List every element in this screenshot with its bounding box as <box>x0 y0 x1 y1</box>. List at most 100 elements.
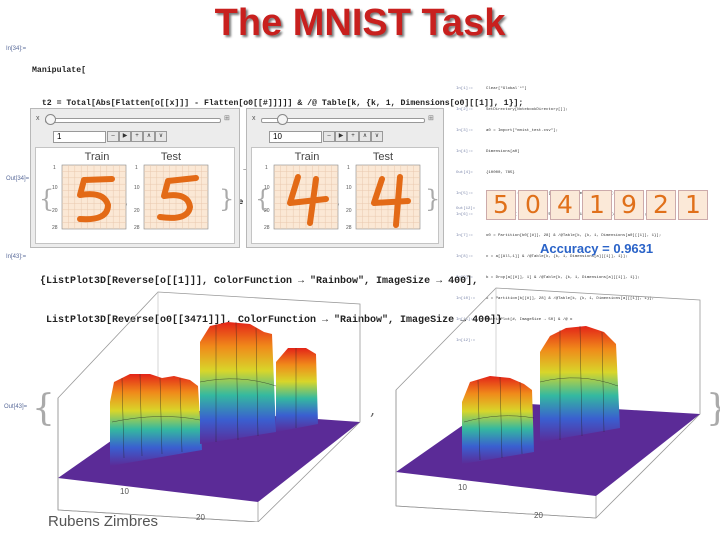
digit-tile: 5 <box>486 190 516 220</box>
cell-label: In[4]:= <box>456 150 473 154</box>
slower-button[interactable]: ∨ <box>155 131 167 142</box>
x-slider-thumb[interactable] <box>45 114 56 125</box>
list-brace-open: { <box>32 388 55 429</box>
x-slider[interactable] <box>261 118 425 123</box>
manipulate-panel-1: x ⊞ 1 – ▶ + ∧ ∨ Train Test { , } 1 10 20… <box>30 108 240 248</box>
code-line: ListPlot3D[Reverse[o0[[3471]]], ColorFun… <box>40 315 503 326</box>
step-back-button[interactable]: – <box>107 131 119 142</box>
train-label: Train <box>84 151 110 163</box>
step-forward-button[interactable]: + <box>131 131 143 142</box>
step-forward-button[interactable]: + <box>347 131 359 142</box>
code-line: {ListPlot3D[Reverse[o[[1]]], ColorFuncti… <box>40 276 479 287</box>
matrix-plot-test-1: 1 10 20 28 <box>134 164 209 231</box>
code-line: Manipulate[ <box>32 66 87 75</box>
matrix-plot-test-2: 1 10 20 28 <box>346 164 421 231</box>
x-slider[interactable] <box>45 118 221 123</box>
digit-tile: 1 <box>582 190 612 220</box>
listplot3d-code[interactable]: {ListPlot3D[Reverse[o[[1]]], ColorFuncti… <box>40 249 540 340</box>
cell-label: In[11]:= <box>456 318 476 322</box>
faster-button[interactable]: ∧ <box>359 131 371 142</box>
list-brace-close: } <box>706 388 720 429</box>
digit-tile: 1 <box>678 190 708 220</box>
digit-glyph: 1 <box>685 190 701 219</box>
digit-glyph: 9 <box>621 190 637 219</box>
list-brace-close: } <box>425 185 441 213</box>
input-label-34: In[34]:= <box>6 46 27 52</box>
matrix-plot-train-2: 1 10 20 28 <box>264 164 339 231</box>
cell-label: In[10]:= <box>456 297 476 301</box>
code-line: o0 = Partition[b0[[#]], 28] & /@Table[k,… <box>486 234 662 238</box>
cell-label: Out[4]= <box>456 171 473 175</box>
faster-button[interactable]: ∧ <box>143 131 155 142</box>
matrix-tick-label: 28 <box>346 225 352 231</box>
digit-glyph: 4 <box>557 190 573 219</box>
play-button[interactable]: ▶ <box>335 131 347 142</box>
cell-label: In[2]:= <box>456 108 473 112</box>
slider-label: x <box>36 115 40 122</box>
train-label: Train <box>294 151 320 163</box>
matrix-tick-label: 1 <box>53 165 56 171</box>
matrix-plot-train-1: 1 10 20 28 <box>52 164 127 231</box>
x-slider-thumb[interactable] <box>277 114 288 125</box>
x-value-field[interactable]: 1 <box>53 131 106 143</box>
list-brace-open: { <box>255 185 271 213</box>
matrix-tick-label: 1 <box>135 165 138 171</box>
digit-tile: 2 <box>646 190 676 220</box>
matrix-tick-label: 10 <box>346 185 352 191</box>
matrix-tick-label: 10 <box>134 185 140 191</box>
code-line: a0 = Import["mnist_test.csv"]; <box>486 129 559 133</box>
x-value-field[interactable]: 10 <box>269 131 322 143</box>
digit-strip-label: Out[12]= <box>456 207 476 211</box>
cell-label: In[12]:= <box>456 339 476 343</box>
listplot3d-test[interactable]: 10 20 <box>390 282 706 522</box>
digit-tile: 9 <box>614 190 644 220</box>
input-label-43: In[43]:= <box>6 254 27 260</box>
slider-expand-icon[interactable]: ⊞ <box>428 115 434 122</box>
listplot3d-train[interactable]: 10 20 <box>50 282 370 522</box>
code-line: o = Partition[b[[#]], 28] & /@Table[k, {… <box>486 297 655 301</box>
cell-label: In[8]:= <box>456 255 473 259</box>
axis-tick-label: 10 <box>120 487 129 496</box>
play-button[interactable]: ▶ <box>119 131 131 142</box>
axis-tick-label: 10 <box>458 483 467 492</box>
slide-title: The MNIST Task <box>214 2 506 44</box>
digit-glyph: 0 <box>525 190 541 219</box>
matrix-tick-label: 20 <box>134 208 140 214</box>
cell-label: In[1]:= <box>456 87 473 91</box>
cell-label: In[5]:= <box>456 192 473 196</box>
slider-label: x <box>252 115 256 122</box>
matrix-tick-label: 20 <box>52 208 58 214</box>
matrix-tick-label: 28 <box>264 225 270 231</box>
matrix-tick-label: 20 <box>264 208 270 214</box>
accuracy-label: Accuracy = 0.9631 <box>540 241 654 256</box>
digit-tile: 4 <box>550 190 580 220</box>
matrix-tick-label: 28 <box>52 225 58 231</box>
cell-label: In[9]:= <box>456 276 473 280</box>
matrix-tick-label: 10 <box>52 185 58 191</box>
matrix-tick-label: 1 <box>347 165 350 171</box>
output-label-43: Out[43]= <box>4 404 28 410</box>
matrix-tick-label: 20 <box>346 208 352 214</box>
author-credit: Rubens Zimbres <box>48 513 159 530</box>
test-label: Test <box>372 151 394 163</box>
digit-glyph: 2 <box>653 190 669 219</box>
cell-label: In[3]:= <box>456 129 473 133</box>
code-line: b = Drop[a[[#]], 1] & /@Table[k, {k, 1, … <box>486 276 640 280</box>
list-comma: , <box>370 400 376 419</box>
code-line: Dimensions[a0] <box>486 150 520 154</box>
matrix-tick-label: 1 <box>265 165 268 171</box>
slider-expand-icon[interactable]: ⊞ <box>224 115 230 122</box>
slower-button[interactable]: ∨ <box>371 131 383 142</box>
code-line: SetDirectory[NotebookDirectory[]]; <box>486 108 568 112</box>
code-line: c = a[[All,1]] & /@Table[k, {k, 1, Dimen… <box>486 255 628 259</box>
output-label-34: Out[34]= <box>6 176 30 182</box>
digit-glyph: 5 <box>493 190 509 219</box>
step-back-button[interactable]: – <box>323 131 335 142</box>
digit-strip: 5 0 4 1 9 2 1 <box>486 190 716 224</box>
list-brace-open: { <box>39 185 55 213</box>
axis-tick-label: 20 <box>196 513 205 522</box>
code-line: MatrixPlot[#, ImageSize → 50] & /@ o <box>486 318 573 322</box>
matrix-tick-label: 10 <box>264 185 270 191</box>
side-cell-labels: In[1]:= In[2]:= In[3]:= In[4]:= Out[4]= … <box>456 72 486 359</box>
cell-label: In[6]:= <box>456 213 473 217</box>
